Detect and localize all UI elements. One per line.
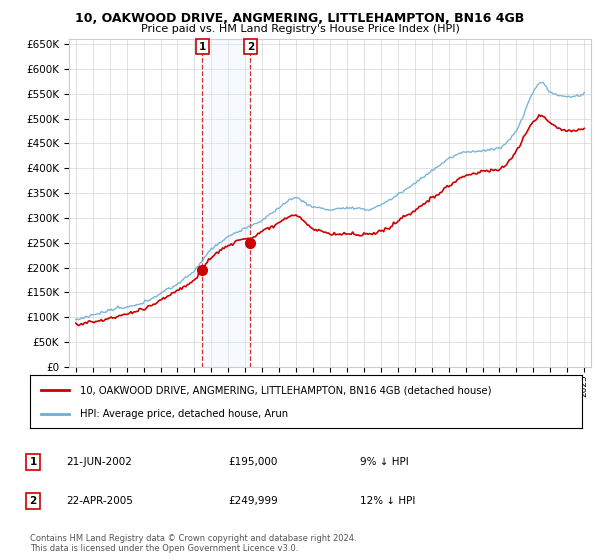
Text: 9% ↓ HPI: 9% ↓ HPI: [360, 457, 409, 467]
Text: £249,999: £249,999: [228, 496, 278, 506]
Text: £195,000: £195,000: [228, 457, 277, 467]
Text: 10, OAKWOOD DRIVE, ANGMERING, LITTLEHAMPTON, BN16 4GB: 10, OAKWOOD DRIVE, ANGMERING, LITTLEHAMP…: [76, 12, 524, 25]
Text: 1: 1: [29, 457, 37, 467]
Text: Contains HM Land Registry data © Crown copyright and database right 2024.
This d: Contains HM Land Registry data © Crown c…: [30, 534, 356, 553]
Text: 10, OAKWOOD DRIVE, ANGMERING, LITTLEHAMPTON, BN16 4GB (detached house): 10, OAKWOOD DRIVE, ANGMERING, LITTLEHAMP…: [80, 385, 491, 395]
Text: Price paid vs. HM Land Registry's House Price Index (HPI): Price paid vs. HM Land Registry's House …: [140, 24, 460, 34]
Text: 12% ↓ HPI: 12% ↓ HPI: [360, 496, 415, 506]
Text: 2: 2: [247, 41, 254, 52]
Text: 2: 2: [29, 496, 37, 506]
Text: 22-APR-2005: 22-APR-2005: [66, 496, 133, 506]
Text: 21-JUN-2002: 21-JUN-2002: [66, 457, 132, 467]
Bar: [202, 39, 250, 367]
Text: 1: 1: [199, 41, 206, 52]
Text: HPI: Average price, detached house, Arun: HPI: Average price, detached house, Arun: [80, 408, 288, 418]
